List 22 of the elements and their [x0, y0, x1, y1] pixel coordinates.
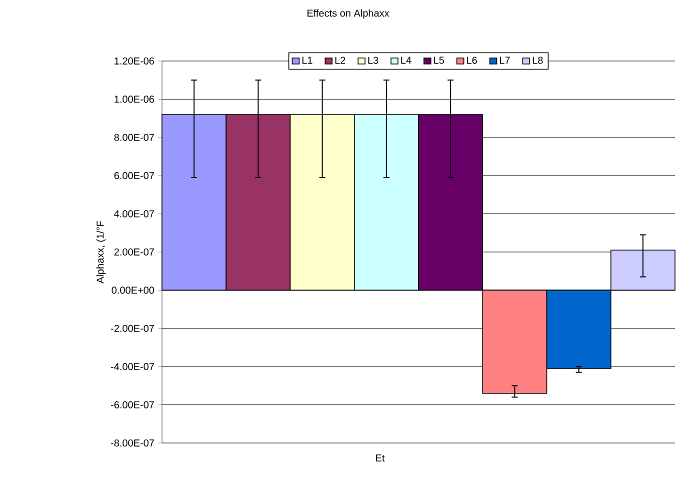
- legend-label: L6: [467, 56, 477, 64]
- legend-label: L3: [368, 56, 378, 64]
- y-tick-label: -8.00E-07: [110, 439, 154, 447]
- y-tick-label: 1.20E-06: [114, 57, 154, 65]
- y-tick-label: 6.00E-07: [114, 172, 154, 180]
- x-axis-title: Et: [376, 454, 385, 462]
- legend-label: L2: [335, 56, 346, 64]
- chart-title: Effects on Alphaxx: [308, 9, 390, 19]
- y-tick-label: -4.00E-07: [110, 363, 154, 370]
- y-tick-label: -6.00E-07: [110, 401, 154, 408]
- legend-label: L4: [401, 56, 412, 64]
- y-tick-label: 0.00E+00: [112, 286, 154, 294]
- y-tick-label: 8.00E-07: [114, 134, 154, 141]
- legend-label: L5: [434, 56, 444, 64]
- y-axis-title: Alphaxx, (1/°F: [96, 220, 106, 284]
- legend-label: L8: [532, 56, 543, 64]
- legend-label: L7: [500, 56, 510, 64]
- y-tick-label: 4.00E-07: [114, 210, 154, 218]
- y-tick-label: -2.00E-07: [110, 324, 154, 332]
- legend-label: L1: [302, 56, 312, 64]
- y-tick-label: 2.00E-07: [114, 248, 154, 256]
- y-tick-label: 1.00E-06: [114, 96, 154, 103]
